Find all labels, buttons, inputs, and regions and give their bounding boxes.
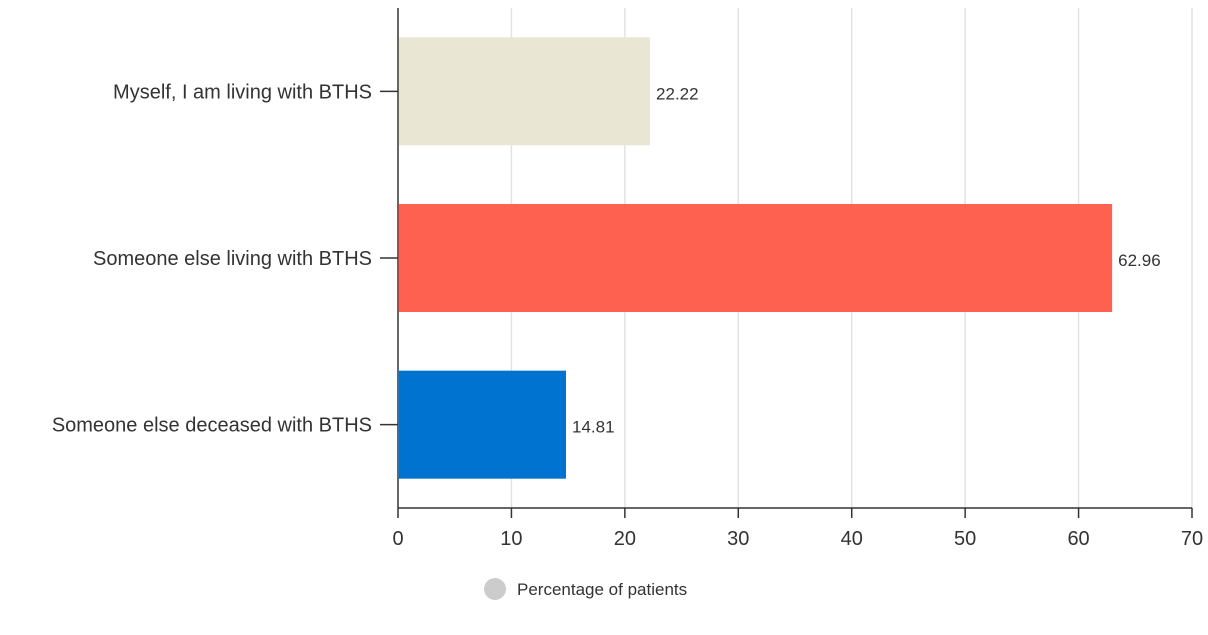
x-tick-label: 30 bbox=[727, 528, 749, 550]
data-label: 14.81 bbox=[572, 418, 615, 437]
x-tick-label: 10 bbox=[500, 528, 522, 550]
bars bbox=[399, 37, 1113, 479]
category-label: Someone else living with BTHS bbox=[93, 248, 372, 270]
category-label: Myself, I am living with BTHS bbox=[113, 81, 372, 103]
data-label: 62.96 bbox=[1118, 251, 1161, 270]
bar[interactable] bbox=[399, 370, 566, 479]
x-tick-label: 50 bbox=[954, 528, 976, 550]
legend[interactable]: Percentage of patients bbox=[484, 578, 687, 600]
category-label: Someone else deceased with BTHS bbox=[52, 415, 372, 437]
x-tick-label: 0 bbox=[392, 528, 403, 550]
bar[interactable] bbox=[399, 204, 1113, 312]
legend-marker[interactable] bbox=[484, 578, 506, 600]
legend-label[interactable]: Percentage of patients bbox=[517, 580, 687, 599]
x-tick-label: 60 bbox=[1067, 528, 1089, 550]
x-tick-label: 70 bbox=[1181, 528, 1203, 550]
x-tick-label: 20 bbox=[614, 528, 636, 550]
data-label: 22.22 bbox=[656, 84, 699, 103]
axes bbox=[380, 8, 1193, 518]
bar[interactable] bbox=[399, 37, 651, 146]
x-tick-label: 40 bbox=[841, 528, 863, 550]
labels: 0 10 20 30 40 50 60 70 Myself, I am living with … bbox=[52, 81, 1203, 550]
